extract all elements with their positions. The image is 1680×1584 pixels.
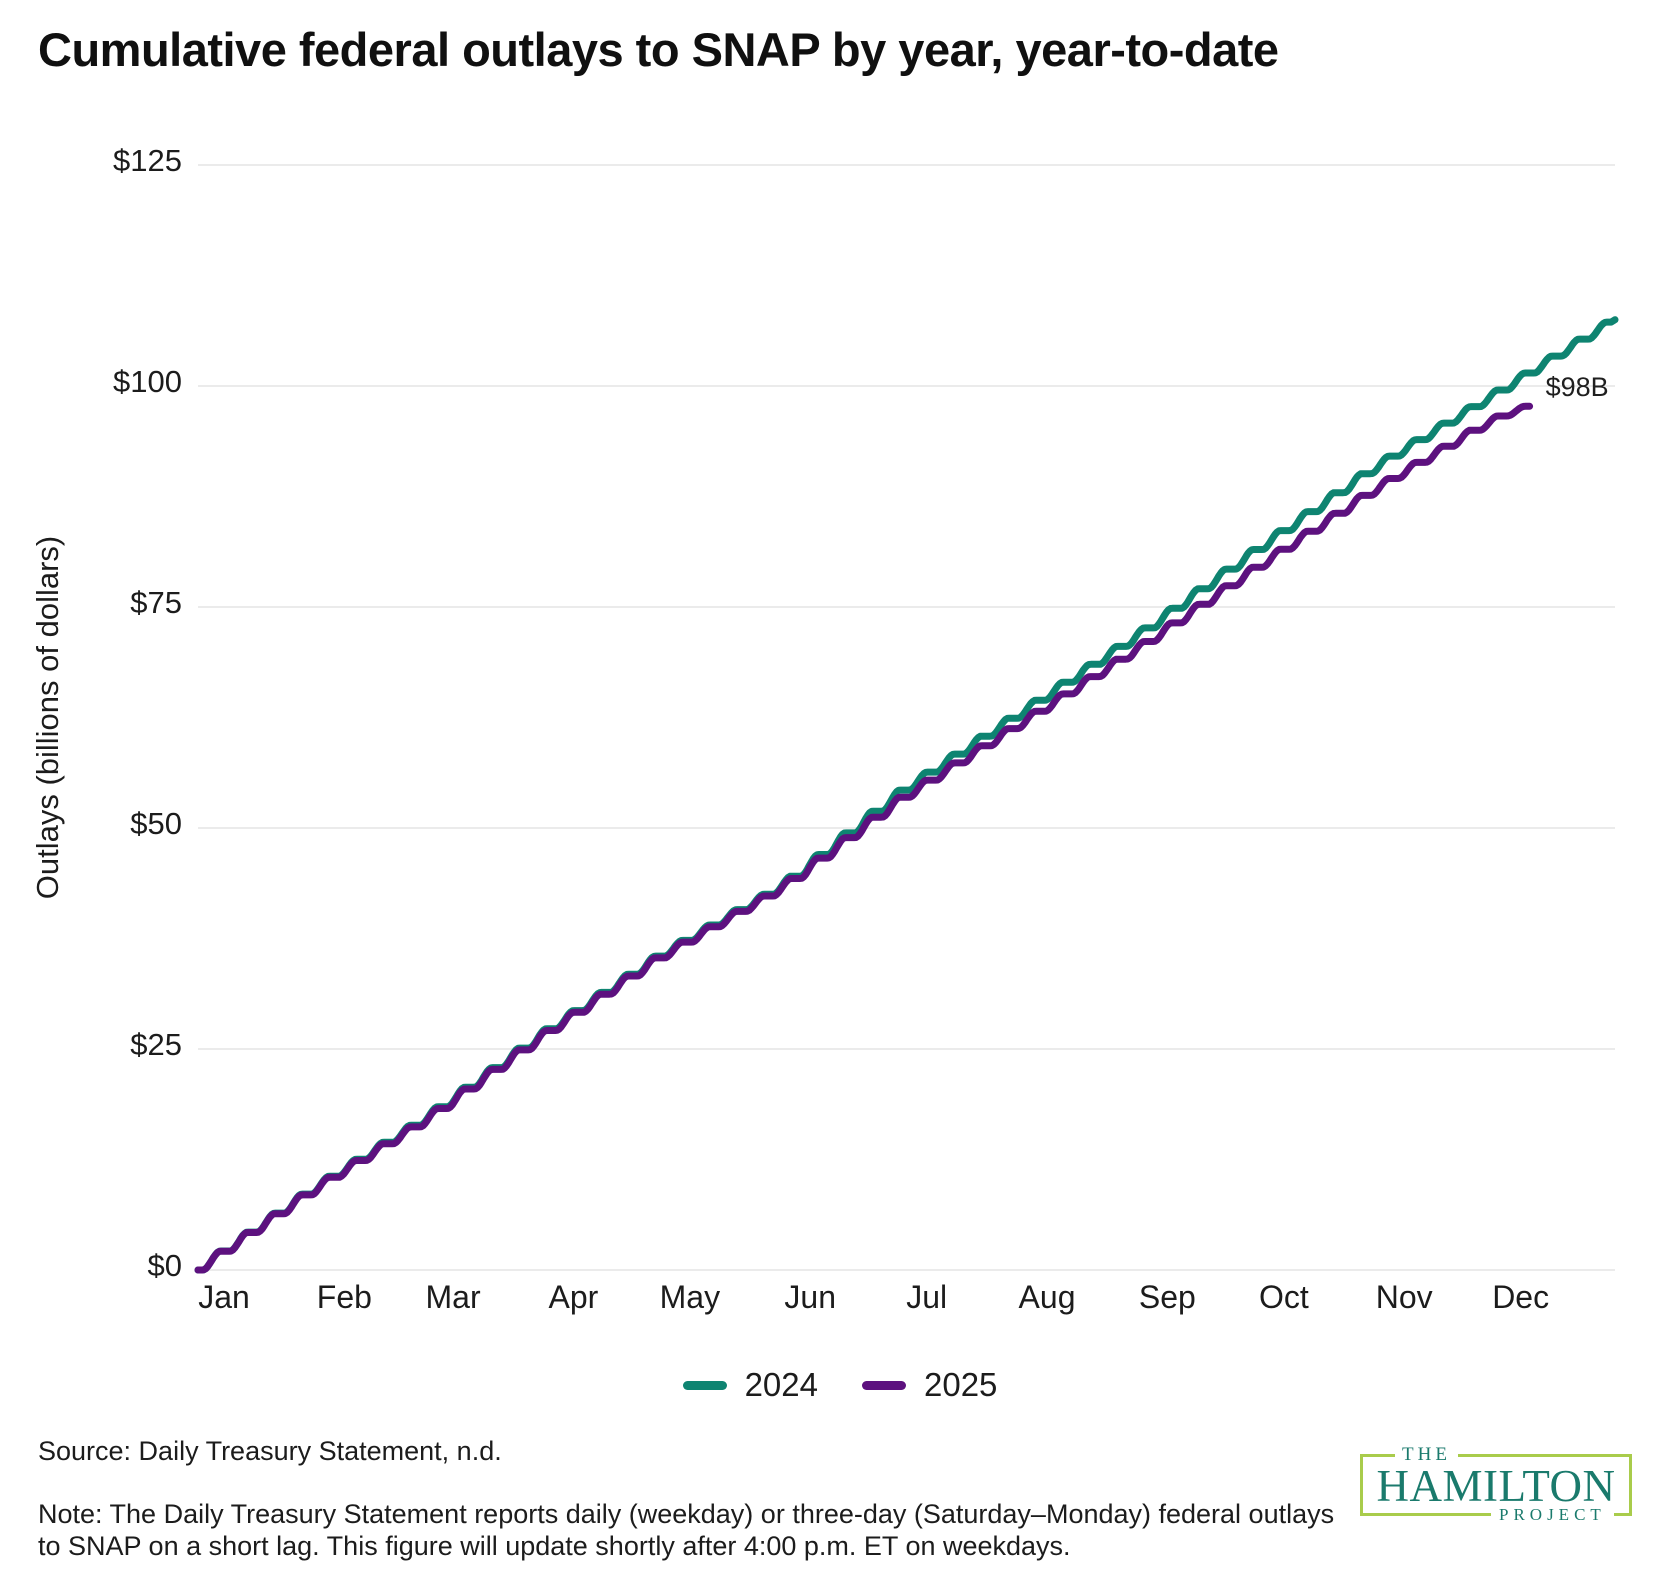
- logo-the-text: THE: [1395, 1444, 1458, 1466]
- y-tick-label-50: $50: [130, 806, 182, 841]
- legend-label-2025: 2025: [924, 1366, 998, 1403]
- legend-item-2025: 2025: [862, 1366, 997, 1404]
- logo-hamilton-text: HAMILTON: [1376, 1461, 1616, 1511]
- legend-label-2024: 2024: [744, 1366, 818, 1403]
- x-tick-label-apr: Apr: [548, 1279, 598, 1315]
- y-tick-label-125: $125: [113, 143, 182, 178]
- x-tick-label-nov: Nov: [1376, 1279, 1433, 1315]
- chart-legend: 2024 2025: [0, 1366, 1680, 1404]
- x-tick-label-may: May: [660, 1279, 720, 1315]
- hamilton-project-logo: THE HAMILTON PROJECT: [1360, 1444, 1632, 1525]
- chart-canvas: $0 $25 $50 $75 $100 $125 Jan Feb Mar Apr May Jun Jul…: [30, 143, 1619, 1315]
- y-tick-label-75: $75: [130, 585, 182, 620]
- y-axis-title: Outlays (billions of dollars): [30, 536, 65, 900]
- x-tick-label-feb: Feb: [317, 1279, 372, 1315]
- series-line-2025: [194, 402, 1534, 1274]
- y-tick-label-25: $25: [130, 1027, 182, 1062]
- source-text: Source: Daily Treasury Statement, n.d.: [38, 1436, 502, 1466]
- legend-swatch-2024-icon: [682, 1380, 727, 1390]
- legend-item-2024: 2024: [682, 1366, 818, 1404]
- legend-swatch-2025-icon: [862, 1380, 906, 1390]
- x-tick-label-jun: Jun: [784, 1279, 836, 1315]
- chart-title: Cumulative federal outlays to SNAP by ye…: [38, 23, 1279, 76]
- y-tick-label-100: $100: [113, 364, 182, 399]
- x-tick-label-aug: Aug: [1019, 1279, 1076, 1315]
- annotation-98b: $98B: [1546, 372, 1609, 402]
- x-tick-label-sep: Sep: [1139, 1279, 1196, 1315]
- x-tick-label-jan: Jan: [198, 1279, 250, 1315]
- x-tick-label-mar: Mar: [425, 1279, 480, 1315]
- x-tick-label-dec: Dec: [1492, 1279, 1549, 1315]
- logo-project-text: PROJECT: [1491, 1505, 1614, 1525]
- y-tick-label-0: $0: [148, 1248, 182, 1283]
- x-tick-label-jul: Jul: [906, 1279, 947, 1315]
- x-tick-label-oct: Oct: [1259, 1279, 1309, 1315]
- note-text: Note: The Daily Treasury Statement repor…: [38, 1499, 1335, 1561]
